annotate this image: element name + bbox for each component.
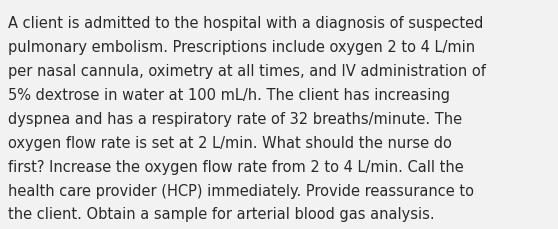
Text: first? Increase the oxygen flow rate from 2 to 4 L/min. Call the: first? Increase the oxygen flow rate fro… xyxy=(8,159,464,174)
Text: A client is admitted to the hospital with a diagnosis of suspected: A client is admitted to the hospital wit… xyxy=(8,16,484,31)
Text: dyspnea and has a respiratory rate of 32 breaths/minute. The: dyspnea and has a respiratory rate of 32… xyxy=(8,111,463,126)
Text: 5% dextrose in water at 100 mL/h. The client has increasing: 5% dextrose in water at 100 mL/h. The cl… xyxy=(8,87,450,102)
Text: oxygen flow rate is set at 2 L/min. What should the nurse do: oxygen flow rate is set at 2 L/min. What… xyxy=(8,135,452,150)
Text: health care provider (HCP) immediately. Provide reassurance to: health care provider (HCP) immediately. … xyxy=(8,183,474,198)
Text: the client. Obtain a sample for arterial blood gas analysis.: the client. Obtain a sample for arterial… xyxy=(8,207,435,221)
Text: per nasal cannula, oximetry at all times, and IV administration of: per nasal cannula, oximetry at all times… xyxy=(8,64,486,79)
Text: pulmonary embolism. Prescriptions include oxygen 2 to 4 L/min: pulmonary embolism. Prescriptions includ… xyxy=(8,40,475,55)
